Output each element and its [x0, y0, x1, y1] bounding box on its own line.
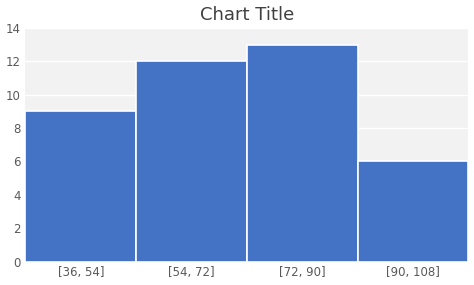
- Bar: [247, 44, 358, 262]
- Bar: [136, 61, 247, 262]
- Bar: [358, 161, 468, 262]
- Title: Chart Title: Chart Title: [200, 5, 294, 24]
- Bar: [26, 111, 136, 262]
